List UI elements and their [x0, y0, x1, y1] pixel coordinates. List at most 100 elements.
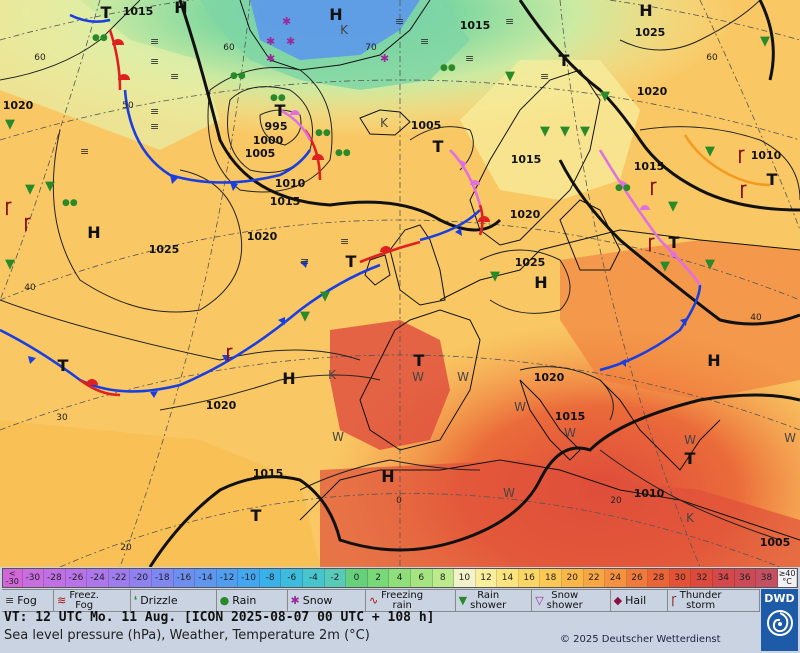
cold-front — [123, 89, 312, 184]
fog-icon: ≡ — [395, 15, 404, 28]
rain-shower-icon: ▼ — [45, 179, 55, 194]
high-pressure-marker: H — [282, 369, 295, 388]
isobar-label: 1000 — [253, 134, 284, 147]
scale-max-value: ≥40 — [778, 569, 796, 578]
fog-icon: ≡ — [505, 15, 514, 28]
cold-front — [69, 13, 111, 23]
snow-icon: ✱ — [290, 594, 300, 607]
scale-cell: -24 — [87, 569, 109, 587]
cold-air-marker: K — [328, 368, 337, 382]
europe-coast — [439, 229, 800, 301]
isobar-1015 — [558, 159, 800, 326]
legend-item: ▽ Snow shower — [532, 589, 611, 611]
scale-cell: -20 — [130, 569, 152, 587]
graticule-label: 70 — [365, 43, 377, 53]
graticule-label: 60 — [706, 53, 718, 63]
rain-shower-icon: ▼ — [600, 89, 610, 104]
graticule-label: 50 — [122, 101, 134, 111]
isobar-label: 995 — [265, 120, 288, 133]
rain-shower-icon: ▼ — [458, 594, 468, 607]
legend-label: Snow shower — [546, 589, 583, 611]
cold-markers: K K K K — [328, 23, 695, 525]
rain-shower-icon: ▼ — [580, 124, 590, 139]
graticule-label: 40 — [24, 283, 36, 293]
low-pressure-marker: T — [559, 51, 570, 70]
isobar-1015 — [178, 0, 502, 232]
occluded-front — [598, 149, 702, 286]
isobar — [52, 129, 243, 313]
scale-cell: 14 — [497, 569, 519, 587]
rain-shower-icon: ▼ — [560, 124, 570, 139]
isobar-label: 1020 — [534, 371, 565, 384]
warm-front — [108, 29, 122, 91]
rain-icons: ●● ●● ●● ●● ●● ●● ●● ●● — [62, 33, 631, 208]
scale-cell-max: ≥40 °C — [777, 569, 798, 587]
scale-cell: 34 — [713, 569, 735, 587]
legend-label: Hail — [625, 593, 647, 607]
isobar-label: 1020 — [510, 208, 541, 221]
snow-icon: ✱ — [266, 35, 275, 48]
scale-cell: 24 — [605, 569, 627, 587]
isobar — [519, 366, 614, 421]
snow-icons: ✱ ✱ ✱ ✱ ✱ — [266, 15, 389, 65]
high-pressure-marker: H — [639, 1, 652, 20]
legend-label: Freezing rain — [381, 589, 424, 611]
thunderstorm-icon: Ꞅ — [671, 594, 677, 607]
legend-label: Thunder storm — [679, 589, 722, 611]
thunderstorm-icon: Ꞅ — [740, 183, 747, 199]
graticule-label: 60 — [223, 43, 235, 53]
isobar-label: 1015 — [460, 19, 491, 32]
rain-icon: ●● — [230, 71, 246, 81]
warm-front — [79, 378, 121, 397]
balkans-coast — [599, 379, 721, 471]
warm-markers: W W W W W W W W — [332, 370, 796, 500]
isobar-label: 1010 — [634, 487, 665, 500]
isobar-1015 — [148, 393, 800, 567]
warm-air-marker: W — [784, 431, 796, 445]
scale-cell: 4 — [389, 569, 411, 587]
scale-cell: -12 — [216, 569, 239, 587]
warm-air-marker: W — [564, 426, 576, 440]
fog-icon: ≡ — [5, 594, 15, 607]
scale-cell: -6 — [281, 569, 304, 587]
scale-cell-min: < -30 — [3, 569, 23, 587]
isobar-label: 1015 — [123, 5, 154, 18]
scale-cell: 16 — [518, 569, 541, 587]
longitude-line — [119, 0, 251, 567]
isobar-label: 1015 — [253, 467, 284, 480]
fronts — [0, 13, 771, 397]
isobar-label: 1005 — [411, 119, 442, 132]
isobar-1015 — [758, 0, 775, 81]
graticule-label: 30 — [56, 413, 68, 423]
legend-item: ✱ Snow — [288, 590, 366, 611]
hail-icon: ◆ — [613, 594, 623, 607]
rain-shower-icon: ▼ — [505, 69, 515, 84]
valid-time: VT: 12 UTC Mo. 11 Aug. [ICON 2025-08-07 … — [4, 610, 435, 625]
cold-front — [419, 209, 481, 242]
rain-shower-icon: ▼ — [668, 199, 678, 214]
legend-item: ◆ Hail — [611, 590, 669, 611]
weather-map: ≡ ≡ ≡ ≡ ≡ ≡ ≡ ≡ ≡ ≡ ≡ ≡ ≡ ●● ●● ●● ●● ●●… — [0, 0, 800, 567]
scale-cell: 36 — [734, 569, 757, 587]
legend-label: Drizzle — [140, 593, 178, 607]
isobar-label: 1010 — [275, 177, 306, 190]
latitude-line — [0, 0, 800, 41]
scale-cell: 30 — [669, 569, 692, 587]
greenland-cold-area — [250, 0, 420, 60]
scale-cell: 0 — [346, 569, 368, 587]
fog-icon: ≡ — [540, 70, 549, 83]
scale-cell: -16 — [173, 569, 196, 587]
scale-cell: 8 — [432, 569, 455, 587]
scale-cell: 22 — [583, 569, 606, 587]
scale-cell: -4 — [303, 569, 325, 587]
thunderstorm-icon: Ꞅ — [5, 200, 12, 216]
legend-item: ∿ Freezing rain — [366, 590, 456, 611]
scale-cell: 26 — [626, 569, 649, 587]
drizzle-icon: ❛ — [133, 594, 138, 607]
fog-icon: ≡ — [300, 255, 309, 268]
scandinavia-temp — [460, 60, 640, 200]
pressure-labels: 1015101510251020102099510001005101010151… — [3, 5, 791, 549]
thunderstorm-icon: Ꞅ — [648, 236, 655, 252]
fog-icon: ≡ — [150, 120, 159, 133]
thunderstorm-icon: Ꞅ — [226, 346, 233, 362]
